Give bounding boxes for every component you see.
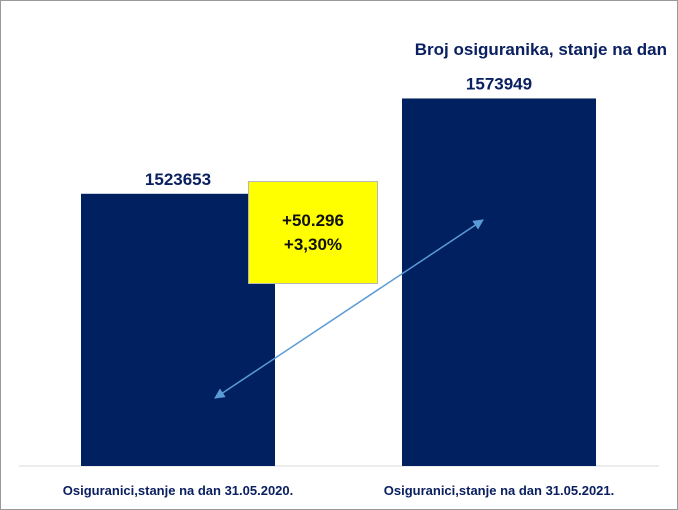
bar-1 bbox=[81, 193, 275, 466]
chart-title: Broj osiguranika, stanje na dan bbox=[414, 40, 667, 59]
category-label-2: Osiguranici,stanje na dan 31.05.2021. bbox=[384, 483, 615, 498]
growth-arrow bbox=[214, 219, 484, 399]
bar-2 bbox=[402, 98, 596, 466]
difference-percent: +3,30% bbox=[283, 234, 343, 254]
data-label-1: 1523653 bbox=[145, 170, 211, 189]
difference-absolute: +50.296 bbox=[282, 210, 344, 230]
difference-callout: +50.296 +3,30% bbox=[248, 181, 378, 284]
data-label-2: 1573949 bbox=[466, 74, 532, 93]
category-label-1: Osiguranici,stanje na dan 31.05.2020. bbox=[63, 483, 294, 498]
